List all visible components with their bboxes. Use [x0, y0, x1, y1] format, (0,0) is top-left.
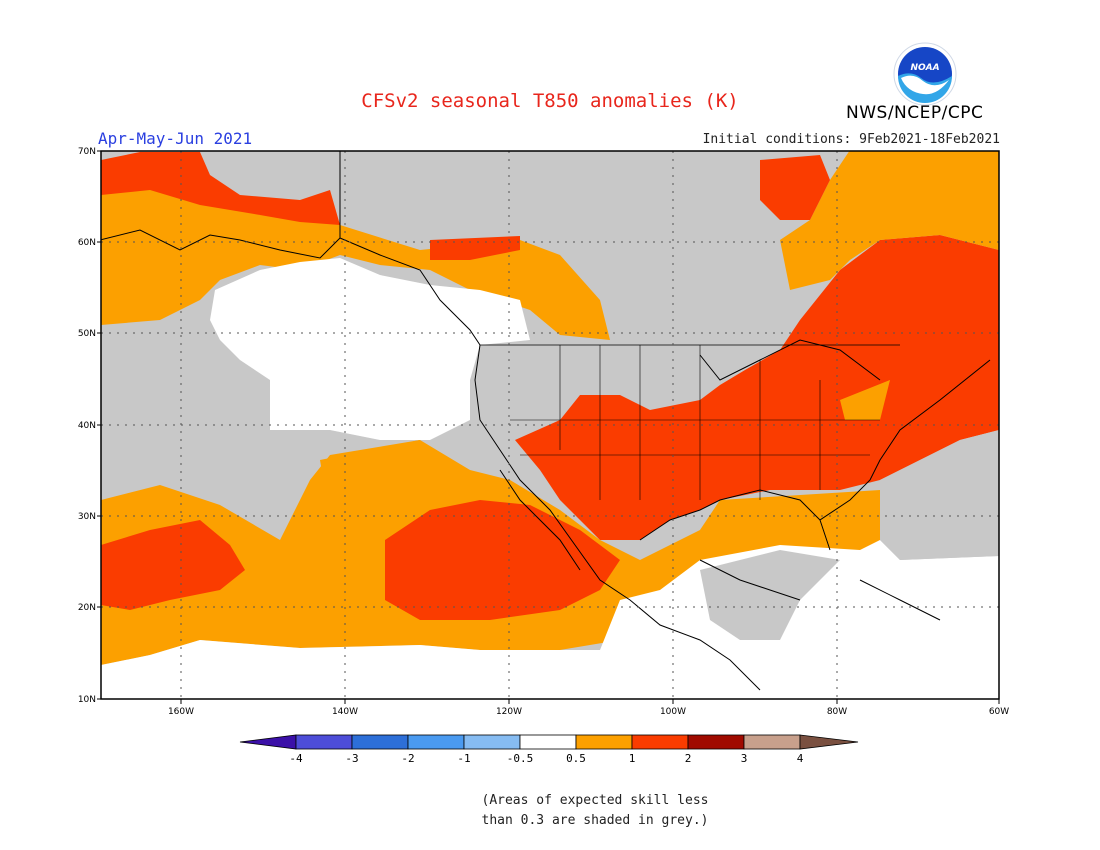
legend-tick-label: 1	[629, 752, 636, 765]
footnote-line-2: than 0.3 are shaded in grey.)	[481, 813, 709, 828]
legend-swatch	[631, 734, 689, 750]
legend-arrow-low	[239, 734, 297, 750]
color-legend: -4 -3 -2 -1 -0.5 0.5 1 2 3 4	[239, 734, 859, 765]
lon-label: 80W	[827, 707, 847, 717]
legend-tick-label: -2	[401, 752, 414, 765]
legend-tick-label: 0.5	[566, 752, 586, 765]
orange-region-north-pacific	[101, 170, 610, 340]
legend-swatch	[463, 734, 521, 750]
red-region-alaska	[101, 152, 340, 225]
legend-tick-label: -1	[457, 752, 470, 765]
legend-swatch	[519, 734, 577, 750]
lat-label: 60N	[78, 238, 96, 248]
lat-label: 50N	[78, 329, 96, 339]
legend-tick-label: 3	[741, 752, 748, 765]
svg-text:NOAA: NOAA	[910, 63, 939, 73]
legend-arrow-high	[799, 734, 859, 750]
orange-region-northeast	[780, 151, 999, 290]
noaa-logo-icon: NOAA	[893, 42, 957, 106]
anomaly-field	[101, 151, 999, 699]
agency-label: NWS/NCEP/CPC	[846, 103, 984, 123]
lon-label: 60W	[989, 707, 1009, 717]
legend-tick-label: -3	[345, 752, 358, 765]
lon-label: 100W	[660, 707, 686, 717]
lon-label: 140W	[332, 707, 358, 717]
graticule	[101, 151, 999, 699]
longitude-labels: 160W 140W 120W 100W 80W 60W	[168, 707, 1009, 717]
legend-tick-label: -4	[289, 752, 303, 765]
lat-label: 40N	[78, 421, 96, 431]
legend-swatch	[295, 734, 353, 750]
lat-ticks	[97, 150, 1000, 704]
orange-region-great-lakes	[840, 380, 890, 420]
latitude-labels: 70N 60N 50N 40N 30N 20N 10N	[78, 147, 96, 705]
white-region-gulf-caribbean	[600, 540, 999, 699]
season-label: Apr-May-Jun 2021	[98, 129, 253, 148]
red-region-northwest-canada	[430, 236, 520, 260]
red-region-hudson-bay	[760, 155, 830, 220]
white-region-tropical-pacific	[101, 640, 600, 699]
legend-swatch	[743, 734, 801, 750]
lon-label: 120W	[496, 707, 522, 717]
red-region-eastern-pacific	[385, 500, 620, 620]
legend-swatch	[351, 734, 409, 750]
coastlines	[101, 151, 991, 691]
lon-label: 160W	[168, 707, 194, 717]
lat-label: 20N	[78, 603, 96, 613]
legend-swatch	[407, 734, 465, 750]
footnote-line-1: (Areas of expected skill less	[481, 793, 709, 808]
legend-tick-label: 2	[685, 752, 692, 765]
lat-label: 10N	[78, 695, 96, 705]
footnote: (Areas of expected skill less than 0.3 a…	[0, 791, 1100, 831]
white-region-northeast-pacific	[210, 258, 530, 440]
grey-region-atlantic	[880, 430, 999, 560]
lat-label: 70N	[78, 147, 96, 157]
lat-label: 30N	[78, 512, 96, 522]
legend-swatch	[575, 734, 633, 750]
legend-tick-label: 4	[797, 752, 804, 765]
initial-conditions-label: Initial conditions: 9Feb2021-18Feb2021	[702, 132, 1000, 147]
legend-tick-label: -0.5	[507, 752, 534, 765]
legend-swatch	[687, 734, 745, 750]
red-region-hawaii	[101, 520, 245, 610]
map-title: CFSv2 seasonal T850 anomalies (K)	[361, 90, 739, 112]
grey-region-caribbean	[700, 550, 840, 640]
